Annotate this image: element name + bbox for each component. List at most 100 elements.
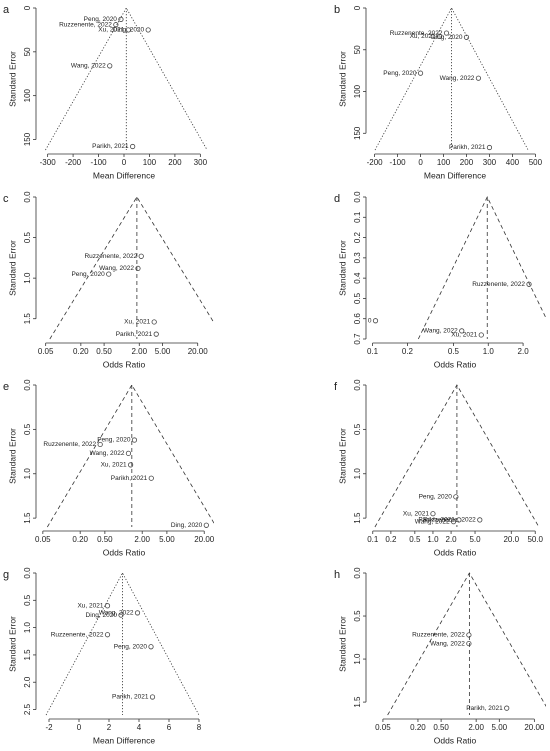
x-tick-label: 8 [197, 723, 202, 732]
study-label: Wang, 2022 [415, 518, 450, 525]
y-tick-label: 1.0 [23, 622, 32, 634]
study-point [463, 34, 470, 40]
x-tick-label: 0.50 [96, 347, 112, 356]
study-point [478, 332, 484, 338]
y-tick-label: 0.2 [353, 231, 362, 243]
x-tick-label: 5.0 [469, 535, 481, 544]
x-tick-label: 1.0 [483, 347, 495, 356]
study-label: Parikh, 2021 [112, 694, 149, 701]
study-point [135, 265, 141, 272]
x-tick-label: 0.2 [385, 535, 397, 544]
panel: d 0.1 0.2 0.5 1.0 2.0 Odds Ratio 0.0 0.1 0.2 0.3 0.… [334, 191, 546, 369]
study-point [450, 519, 457, 525]
x-tick-label: 20.00 [194, 535, 215, 544]
y-tick-label: 1.0 [23, 272, 32, 284]
y-tick-label: 1.5 [353, 512, 362, 524]
funnel-line [45, 7, 208, 151]
x-tick-label: 0.50 [97, 535, 113, 544]
study-label: Ding, 2020 [431, 34, 463, 41]
study-point [526, 281, 532, 287]
study-point [430, 511, 436, 517]
study-point [153, 331, 159, 337]
x-tick-label: 0.20 [73, 347, 89, 356]
x-tick-label: 300 [483, 158, 497, 167]
study-label: Parikh, 2021 [92, 143, 129, 150]
x-tick-label: 0.05 [375, 723, 391, 732]
y-tick-label: 0.5 [353, 610, 362, 622]
study-label: Wang, 2022 [440, 75, 475, 82]
panel-letter: b [334, 4, 340, 16]
y-tick-label: 2.0 [23, 676, 32, 688]
y-axis-label: Standard Error [7, 428, 17, 484]
x-tick-label: 0.1 [367, 347, 379, 356]
study-point [486, 144, 493, 151]
x-tick-label: 0 [77, 723, 82, 732]
study-point [417, 70, 424, 76]
y-tick-label: 0.5 [23, 423, 32, 435]
y-tick-label: 1.5 [23, 512, 32, 524]
y-tick-label: 1.5 [23, 649, 32, 661]
study-label: Peng, 2020 [419, 494, 453, 501]
study-label: Ruzzenente, 2022 [84, 253, 137, 260]
panel: c 0.05 0.20 0.50 2.00 5.00 20.00 Odds Ratio 0.0 0… [3, 191, 214, 369]
study-point [118, 612, 124, 618]
study-point [466, 640, 472, 647]
study-label: Ruzzenente, 2022 [472, 281, 525, 288]
study-point [104, 632, 111, 638]
x-tick-label: 100 [143, 158, 157, 167]
study-label: Wang, 2022 [90, 450, 125, 457]
study-label: Ruzzenente, 2022 [412, 632, 465, 639]
y-tick-label: 150 [353, 126, 362, 140]
x-tick-label: 6 [167, 723, 172, 732]
x-tick-label: -300 [40, 158, 57, 167]
y-tick-label: 100 [23, 88, 32, 102]
study-point [145, 27, 151, 33]
study-point [504, 705, 510, 711]
x-axis-label: Odds Ratio [434, 735, 477, 745]
x-axis-label: Mean Difference [424, 170, 486, 180]
y-tick-label: 1.0 [23, 468, 32, 480]
study-label: Wang, 2022 [99, 265, 134, 272]
study-point [113, 22, 119, 28]
x-tick-label: 2.00 [131, 347, 147, 356]
x-axis-label: Odds Ratio [103, 359, 146, 369]
study-label: Xu, 2021 [410, 33, 436, 40]
y-tick-label: 0.1 [353, 211, 362, 223]
y-axis-label: Standard Error [7, 616, 17, 672]
panel-letter: e [3, 381, 9, 393]
study-label: Peng, 2020 [71, 271, 105, 278]
x-tick-label: 0.20 [72, 535, 88, 544]
funnel-line [417, 196, 546, 340]
y-tick-label: 0.0 [353, 191, 362, 203]
y-axis-label: Standard Error [337, 428, 347, 484]
y-tick-label: 0.7 [353, 333, 362, 345]
x-tick-label: 0.1 [367, 535, 379, 544]
x-axis-label: Odds Ratio [434, 547, 477, 557]
study-point [125, 450, 132, 456]
x-tick-label: 5.00 [159, 535, 175, 544]
x-tick-label: 0.05 [38, 347, 54, 356]
study-point [106, 271, 112, 277]
x-tick-label: 20.00 [524, 723, 545, 732]
study-point [118, 16, 124, 22]
x-tick-label: 50.0 [527, 535, 543, 544]
study-label: Peng, 2020 [97, 437, 131, 444]
x-tick-label: -200 [367, 158, 384, 167]
x-tick-label: 1.0 [427, 535, 439, 544]
y-tick-label: 1.0 [353, 468, 362, 480]
x-tick-label: 4 [137, 723, 142, 732]
study-point [477, 517, 483, 523]
study-label: Wang, 2022 [423, 328, 458, 335]
y-axis-label: Standard Error [337, 51, 347, 107]
study-point [151, 319, 157, 325]
x-tick-label: 100 [437, 158, 451, 167]
x-tick-label: 20.0 [503, 535, 519, 544]
panel-letter: d [334, 193, 340, 205]
funnel-line [374, 384, 540, 528]
y-tick-label: 0 [353, 5, 362, 10]
y-tick-label: 0.5 [353, 292, 362, 304]
y-tick-label: 0.5 [23, 594, 32, 606]
x-tick-label: 200 [460, 158, 474, 167]
